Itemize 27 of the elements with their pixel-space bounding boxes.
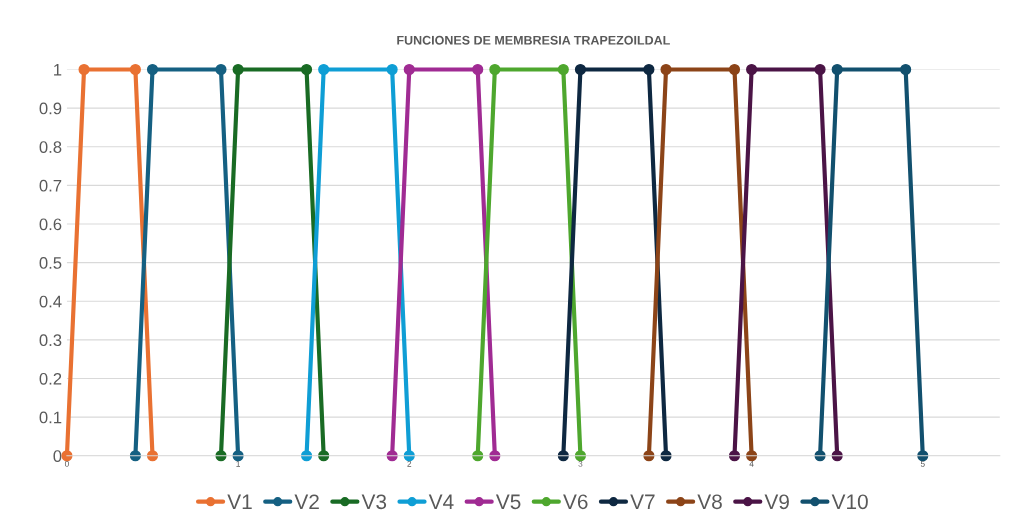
legend-label: V7 xyxy=(630,494,655,509)
y-tick-label: 1 xyxy=(54,64,62,76)
legend-label: V3 xyxy=(361,494,387,510)
x-tick-label: 5 xyxy=(920,460,925,467)
x-tick-label: 3 xyxy=(578,460,583,467)
legend-label: V6 xyxy=(563,494,588,510)
x-tick-label: 4 xyxy=(749,460,754,467)
legend-label: V8 xyxy=(697,494,722,510)
y-tick-label: 0.5 xyxy=(39,257,62,269)
y-tick-label: 0.4 xyxy=(39,295,62,308)
y-tick-label: 0.8 xyxy=(39,141,62,153)
y-tick-label: 0.6 xyxy=(39,218,62,231)
x-tick-label: 2 xyxy=(407,460,412,467)
x-tick-label: 1 xyxy=(236,460,241,467)
legend-label: V2 xyxy=(294,494,319,509)
x-tick-label: 0 xyxy=(64,460,69,467)
legend-label: V4 xyxy=(428,494,454,509)
legend-label: V10 xyxy=(831,494,868,510)
chart-title: FUNCIONES DE MEMBRESIA TRAPEZOILDAL xyxy=(397,35,670,45)
legend-label: V9 xyxy=(764,494,789,510)
y-tick-label: 0.3 xyxy=(39,334,62,347)
legend-label: V5 xyxy=(495,494,521,510)
y-tick-label: 0.7 xyxy=(39,179,62,192)
y-tick-label: 0.2 xyxy=(39,372,62,385)
y-tick-label: 0.9 xyxy=(39,102,62,115)
legend-label: V1 xyxy=(227,494,252,509)
y-tick-label: 0.1 xyxy=(39,411,62,424)
